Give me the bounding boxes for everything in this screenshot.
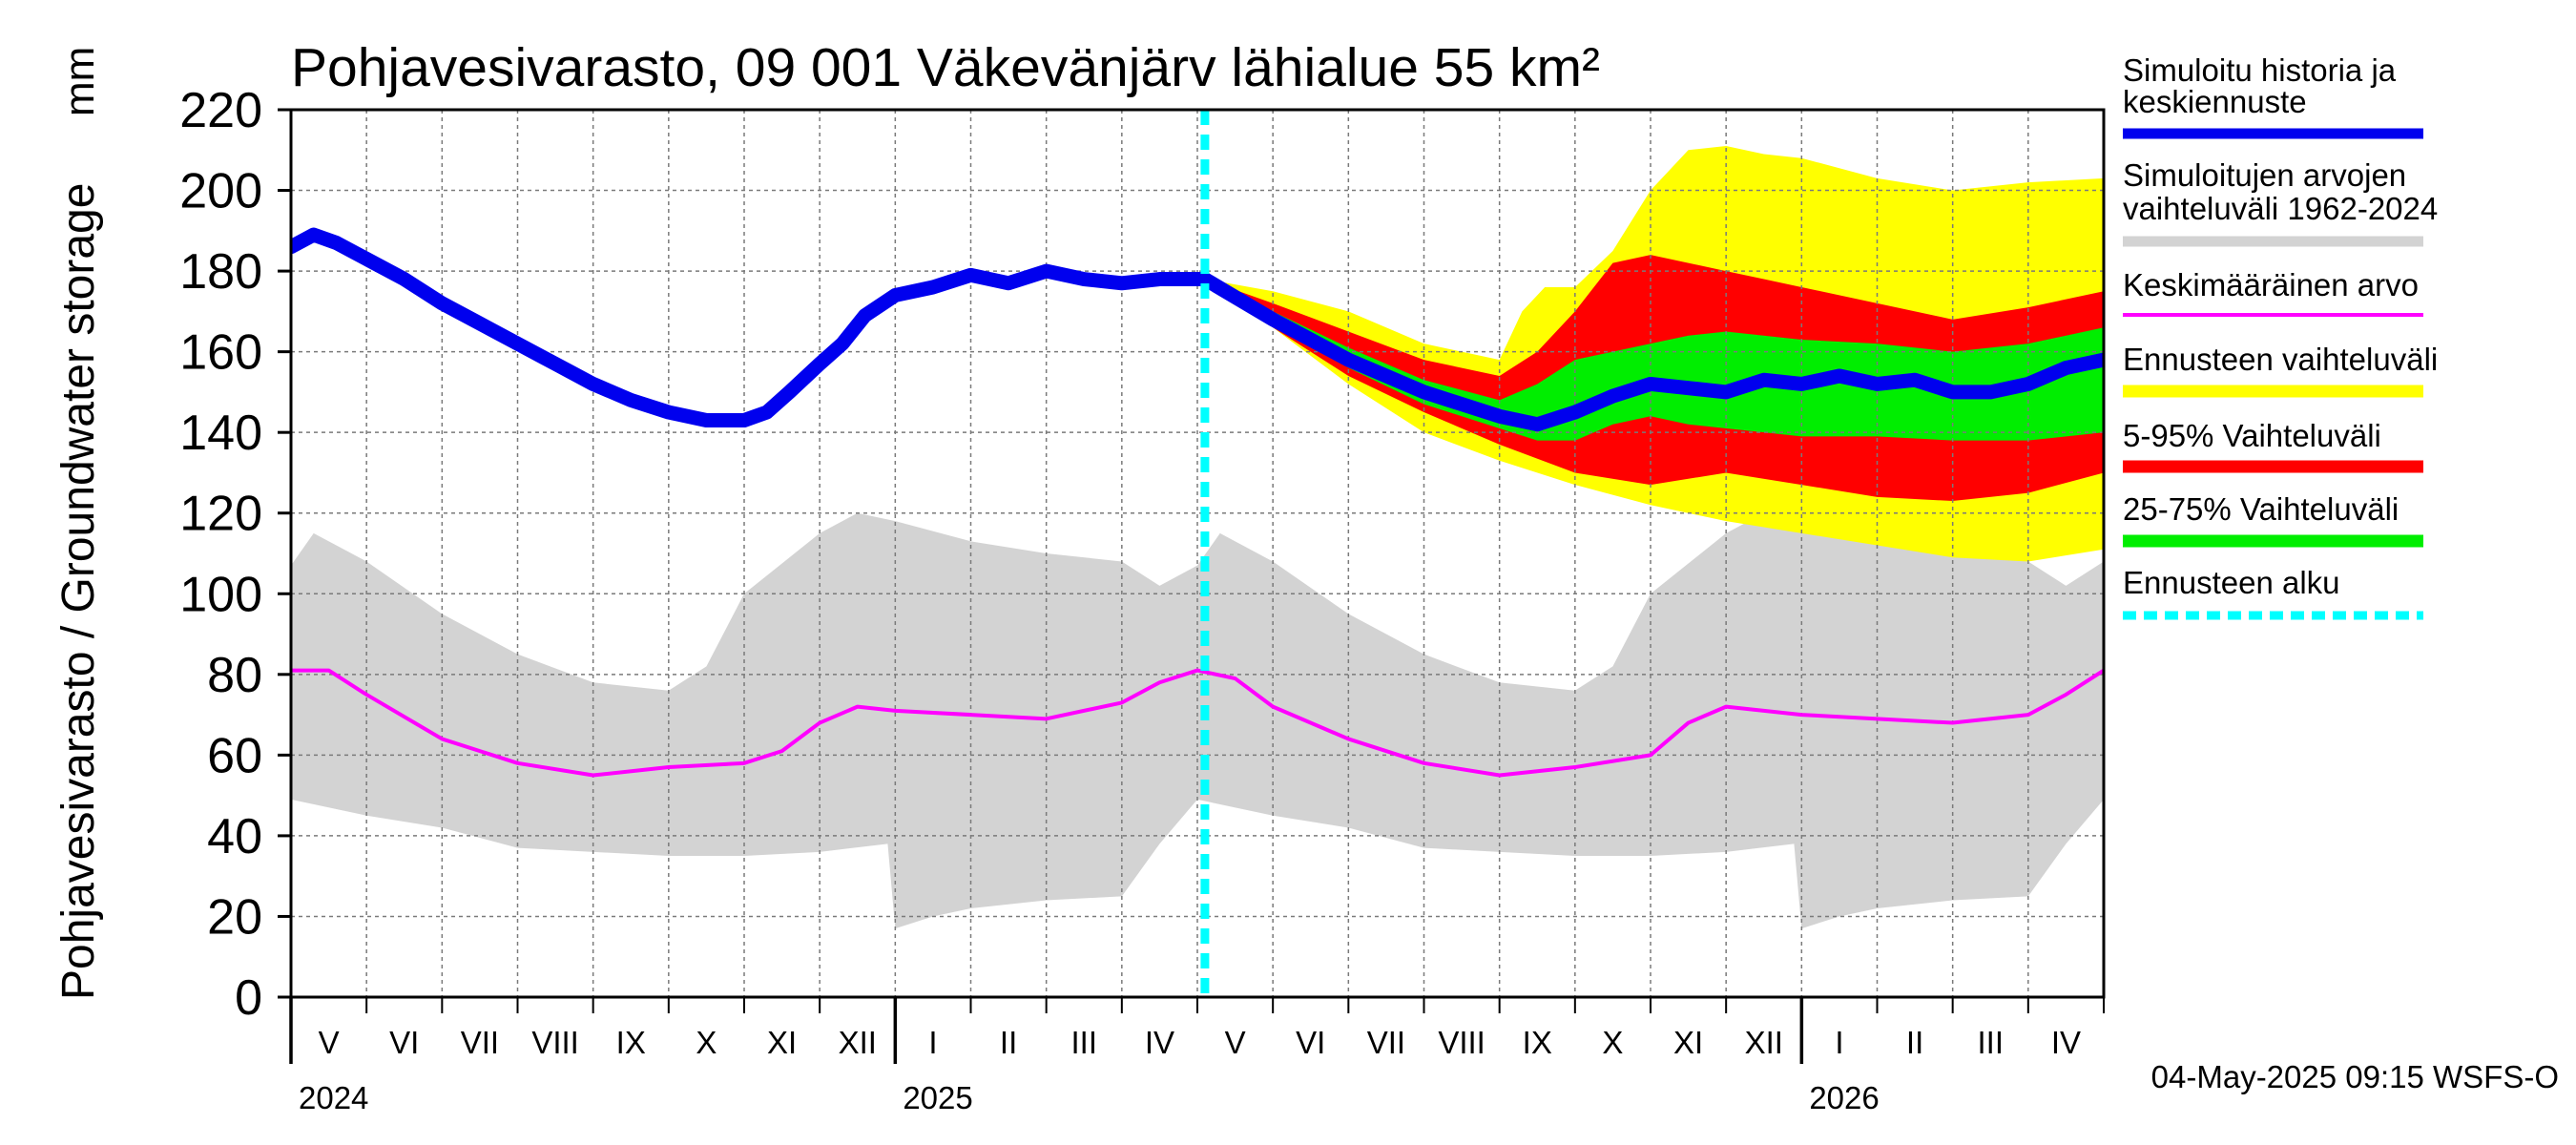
legend-label-forecast: Ennusteen vaihteluväli xyxy=(2123,342,2438,377)
x-month-label: II xyxy=(1000,1025,1017,1060)
x-month-label: V xyxy=(319,1025,340,1060)
x-month-label: II xyxy=(1906,1025,1923,1060)
x-month-label: IX xyxy=(616,1025,646,1060)
y-tick-label: 40 xyxy=(207,809,262,864)
x-month-label: VI xyxy=(1296,1025,1325,1060)
y-tick-label: 20 xyxy=(207,889,262,945)
x-month-label: VIII xyxy=(1438,1025,1485,1060)
x-month-label: V xyxy=(1225,1025,1246,1060)
history-line xyxy=(291,227,1213,427)
legend-label-p25_75: 25-75% Vaihteluväli xyxy=(2123,491,2399,527)
x-month-label: I xyxy=(1835,1025,1843,1060)
legend-label-range: Simuloitujen arvojen xyxy=(2123,157,2406,193)
x-month-label: XII xyxy=(1745,1025,1783,1060)
x-month-label: VII xyxy=(1367,1025,1405,1060)
legend-label-p5_95: 5-95% Vaihteluväli xyxy=(2123,418,2381,453)
x-year-label: 2025 xyxy=(903,1080,972,1115)
legend-label-history-line2: keskiennuste xyxy=(2123,84,2307,119)
legend-label-history: Simuloitu historia ja xyxy=(2123,52,2397,88)
series-lines xyxy=(291,110,2104,997)
x-month-label: X xyxy=(696,1025,717,1060)
x-month-label: VIII xyxy=(531,1025,579,1060)
y-tick-label: 120 xyxy=(179,487,262,542)
y-tick-label: 180 xyxy=(179,244,262,300)
y-axis-label: Pohjavesivarasto / Groundwater storage xyxy=(53,183,104,1000)
x-month-label: IV xyxy=(1145,1025,1174,1060)
x-month-label: III xyxy=(1977,1025,2004,1060)
y-tick-label: 80 xyxy=(207,648,262,703)
x-month-label: X xyxy=(1602,1025,1623,1060)
x-month-label: III xyxy=(1070,1025,1097,1060)
x-month-label: I xyxy=(928,1025,937,1060)
y-tick-label: 160 xyxy=(179,325,262,381)
y-axis-unit: mm xyxy=(56,47,103,116)
y-tick-label: 220 xyxy=(179,83,262,138)
y-tick-label: 100 xyxy=(179,567,262,622)
legend-label-start: Ennusteen alku xyxy=(2123,565,2340,600)
mean-line xyxy=(291,668,2104,778)
y-tick-label: 140 xyxy=(179,406,262,461)
x-month-label: XI xyxy=(767,1025,797,1060)
x-month-label: XII xyxy=(839,1025,877,1060)
x-year-label: 2026 xyxy=(1809,1080,1879,1115)
legend-label-range-line2: vaihteluväli 1962-2024 xyxy=(2123,191,2438,226)
x-month-label: IX xyxy=(1523,1025,1552,1060)
x-month-label: VII xyxy=(461,1025,499,1060)
x-month-label: VI xyxy=(389,1025,419,1060)
y-tick-label: 200 xyxy=(179,164,262,219)
forecast-median-line xyxy=(1197,272,2104,432)
legend-label-mean: Keskimääräinen arvo xyxy=(2123,267,2419,302)
chart-title: Pohjavesivarasto, 09 001 Väkevänjärv läh… xyxy=(291,37,1600,98)
gridlines xyxy=(291,110,2104,997)
y-tick-label: 0 xyxy=(235,970,262,1026)
x-year-label: 2024 xyxy=(299,1080,368,1115)
x-month-label: IV xyxy=(2051,1025,2081,1060)
y-tick-label: 60 xyxy=(207,728,262,783)
x-month-label: XI xyxy=(1673,1025,1703,1060)
timestamp: 04-May-2025 09:15 WSFS-O xyxy=(2151,1059,2559,1094)
